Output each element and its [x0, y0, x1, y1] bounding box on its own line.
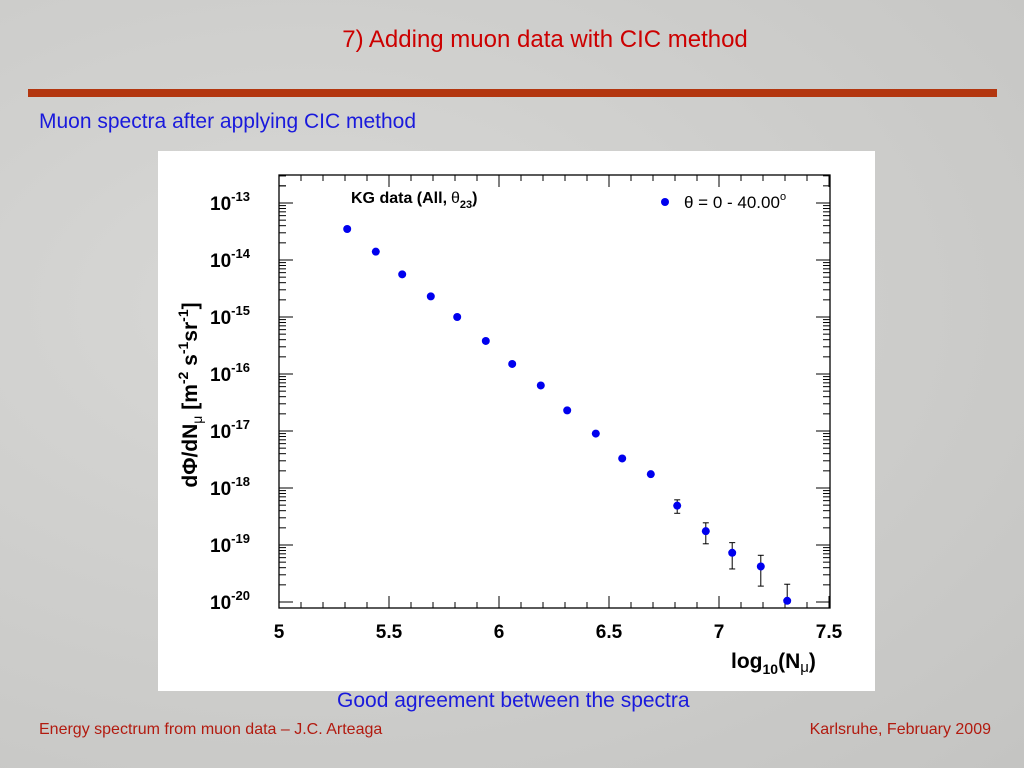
y-tick-label: 10-15: [210, 303, 250, 329]
data-point: [453, 313, 462, 321]
title-divider: [28, 89, 997, 97]
muon-spectrum-chart: 5 5.5 6 6.5 7 7.5 10-1310-1410-1510-1610-1710…: [175, 174, 843, 677]
y-tick-label: 10-19: [210, 531, 250, 557]
data-point: [426, 292, 435, 301]
x-tick-label: 5: [274, 622, 285, 643]
y-tick-label: 10-14: [210, 246, 251, 272]
y-tick-label: 10-16: [210, 360, 250, 386]
y-tick-labels: 10-13 10-14 10-15 10-16 10-17 10-18 10-19 10-20: [210, 189, 251, 614]
x-tick-label: 7.5: [816, 622, 843, 643]
data-point: [591, 429, 600, 438]
y-tick-label: 10-20: [210, 588, 250, 614]
data-point: [756, 562, 765, 571]
data-point: [783, 596, 792, 605]
data-point: [701, 527, 710, 536]
data-point: [343, 224, 352, 233]
axis-ticks: [278, 175, 830, 608]
footer-date: Karlsruhe, February 2009: [809, 721, 991, 738]
slide-subtitle: Muon spectra after applying CIC method: [39, 110, 417, 133]
data-point: [508, 359, 517, 368]
data-point: [673, 501, 682, 510]
data-point: [646, 470, 655, 479]
data-points: [343, 224, 792, 605]
y-tick-label: 10-18: [210, 474, 250, 500]
legend-marker: [661, 198, 669, 206]
chart-annotation: KG data (All, θ23): [351, 190, 478, 211]
footer-author: Energy spectrum from muon data – J.C. Ar…: [39, 721, 383, 738]
data-point: [728, 548, 737, 557]
data-point: [536, 381, 545, 390]
slide-title: 7) Adding muon data with CIC method: [342, 26, 748, 53]
plot-frame: [278, 174, 831, 609]
data-point: [371, 247, 380, 256]
slide-caption: Good agreement between the spectra: [337, 689, 690, 712]
data-point: [563, 406, 572, 415]
x-axis-label: log10(Nμ): [731, 650, 816, 677]
x-tick-label: 7: [714, 622, 725, 643]
data-point: [398, 270, 407, 279]
x-tick-label: 6: [494, 622, 505, 643]
y-tick-label: 10-17: [210, 417, 250, 443]
x-tick-label: 5.5: [376, 622, 403, 643]
legend-label: θ = 0 - 40.00o: [684, 191, 786, 212]
y-axis-label: dΦ/dNμ [m-2 s-1sr-1]: [175, 302, 205, 487]
data-point: [618, 454, 627, 463]
x-tick-labels: 5 5.5 6 6.5 7 7.5: [274, 622, 843, 643]
data-point: [481, 336, 490, 345]
plot-panel: 5 5.5 6 6.5 7 7.5 10-13 10-14 10-15 10-16 10-17 10…: [158, 151, 875, 691]
y-tick-label: 10-13: [210, 189, 250, 215]
x-tick-label: 6.5: [596, 622, 623, 643]
